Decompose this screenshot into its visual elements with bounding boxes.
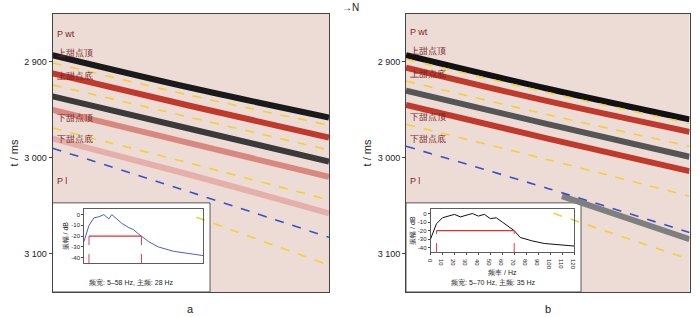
svg-text:3 000: 3 000 <box>378 153 401 163</box>
svg-text:0: 0 <box>423 211 427 217</box>
svg-text:b: b <box>545 303 551 315</box>
svg-text:-20: -20 <box>418 228 427 234</box>
svg-text:3 000: 3 000 <box>24 153 47 163</box>
svg-text:频宽: 5–70 Hz, 主频: 35 Hz: 频宽: 5–70 Hz, 主频: 35 Hz <box>451 279 536 287</box>
svg-text:120: 120 <box>570 259 576 270</box>
svg-text:频率 / Hz: 频率 / Hz <box>488 269 517 277</box>
svg-text:振幅 / dB: 振幅 / dB <box>62 222 69 251</box>
svg-text:3 100: 3 100 <box>24 249 47 259</box>
svg-text:-30: -30 <box>418 236 427 242</box>
svg-text:0: 0 <box>427 259 433 263</box>
svg-text:110: 110 <box>558 259 564 269</box>
svg-text:上甜点底: 上甜点底 <box>410 69 446 79</box>
svg-text:频宽: 5–58 Hz, 主频: 28 Hz: 频宽: 5–58 Hz, 主频: 28 Hz <box>89 279 174 287</box>
svg-text:-10: -10 <box>418 219 427 225</box>
svg-text:t / ms: t / ms <box>8 139 20 166</box>
svg-text:30: 30 <box>462 259 468 266</box>
svg-text:0: 0 <box>77 212 81 218</box>
svg-text:100: 100 <box>546 259 552 270</box>
svg-text:40: 40 <box>474 259 480 266</box>
svg-text:-10: -10 <box>71 222 80 228</box>
svg-text:-20: -20 <box>71 233 80 239</box>
svg-text:P l: P l <box>57 176 67 186</box>
svg-text:P wt: P wt <box>57 29 75 39</box>
svg-text:→N: →N <box>342 2 359 13</box>
svg-text:60: 60 <box>498 259 504 266</box>
svg-text:P l: P l <box>410 176 420 186</box>
svg-text:下甜点顶: 下甜点顶 <box>57 113 93 123</box>
svg-text:t / ms: t / ms <box>361 139 373 166</box>
svg-text:振幅 / dB: 振幅 / dB <box>409 216 416 245</box>
svg-text:80: 80 <box>522 259 528 266</box>
svg-text:-30: -30 <box>71 244 80 250</box>
svg-text:上甜点底: 上甜点底 <box>57 71 93 81</box>
svg-text:a: a <box>187 303 194 315</box>
svg-text:下甜点底: 下甜点底 <box>410 134 446 144</box>
svg-text:20: 20 <box>450 259 456 266</box>
svg-text:50: 50 <box>486 259 492 266</box>
svg-text:3 100: 3 100 <box>378 249 401 259</box>
svg-text:90: 90 <box>534 259 540 266</box>
svg-text:70: 70 <box>510 259 516 266</box>
svg-text:上甜点顶: 上甜点顶 <box>410 46 446 56</box>
svg-text:下甜点顶: 下甜点顶 <box>410 112 446 122</box>
svg-text:下甜点底: 下甜点底 <box>57 134 93 144</box>
svg-text:10: 10 <box>438 259 444 266</box>
svg-text:2 900: 2 900 <box>378 57 401 67</box>
svg-text:-40: -40 <box>418 245 427 251</box>
svg-text:P wt: P wt <box>410 27 428 37</box>
svg-text:-40: -40 <box>71 255 80 261</box>
svg-text:2 900: 2 900 <box>24 57 47 67</box>
svg-text:上甜点顶: 上甜点顶 <box>57 48 93 58</box>
